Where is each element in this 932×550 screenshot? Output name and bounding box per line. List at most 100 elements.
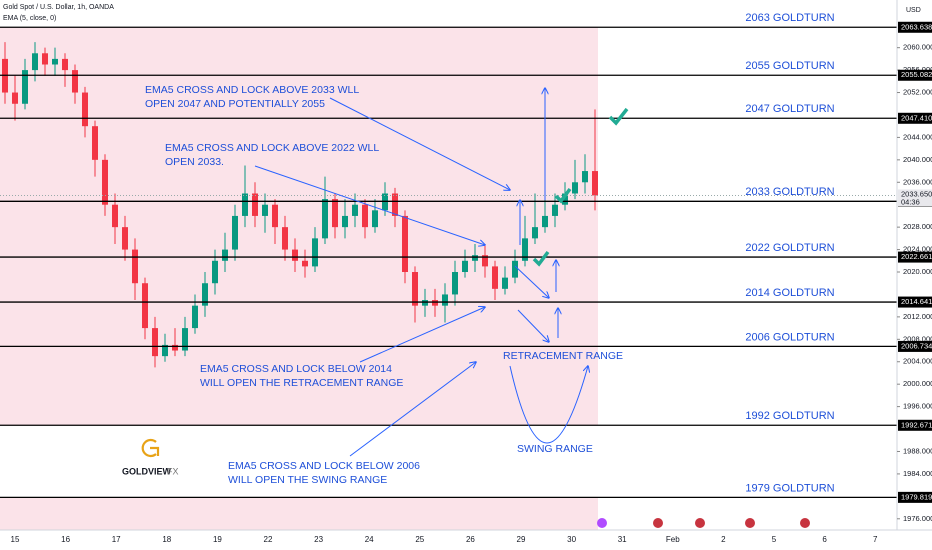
level-tag	[898, 340, 932, 352]
y-tick-label: 2060.000	[903, 43, 932, 52]
candle-body	[332, 199, 338, 228]
y-tick-label: 2052.000	[903, 88, 932, 97]
candle-body	[232, 215, 238, 250]
y-tick-label: 1976.000	[903, 514, 932, 523]
candle-body	[112, 204, 118, 228]
zone	[0, 27, 598, 426]
level-name: 2033 GOLDTURN	[745, 186, 834, 198]
candle-body	[212, 260, 218, 284]
candle-body	[362, 204, 368, 228]
annotation: OPEN 2033.	[165, 156, 224, 168]
x-tick-label: 5	[772, 535, 777, 544]
level-tag-label: 1992.671	[901, 420, 932, 429]
x-tick-label: 22	[264, 535, 273, 544]
candle-body	[352, 204, 358, 216]
event-icons	[597, 518, 810, 528]
y-tick-label: 2028.000	[903, 222, 932, 231]
y-tick-label: 2056.000	[903, 65, 932, 74]
levels	[0, 26, 897, 499]
candle-body	[402, 215, 408, 273]
x-tick-label: Feb	[666, 535, 680, 544]
candle-body	[512, 260, 518, 278]
candle-body	[52, 58, 58, 65]
candle-body	[152, 328, 158, 357]
level-tag-label: 2047.410	[901, 113, 932, 122]
x-tick-label: 31	[618, 535, 627, 544]
candle-body	[452, 272, 458, 295]
zone	[0, 497, 598, 530]
level-name: 1979 GOLDTURN	[745, 482, 834, 494]
x-tick-label: 25	[415, 535, 424, 544]
x-tick-label: 17	[112, 535, 121, 544]
annotation: WILL OPEN THE SWING RANGE	[228, 474, 387, 486]
level-name: 1992 GOLDTURN	[745, 410, 834, 422]
y-tick-label: 2024.000	[903, 245, 932, 254]
candle-body	[202, 283, 208, 306]
indicator-label: EMA (5, close, 0)	[3, 15, 56, 22]
y-tick-label: 2036.000	[903, 177, 932, 186]
candle-body	[162, 344, 168, 357]
logo-text: FX	[167, 466, 179, 476]
candle-body	[592, 171, 598, 196]
candle-body	[72, 70, 78, 93]
annotation: EMA5 CROSS AND LOCK ABOVE 2022 WLL	[165, 142, 379, 154]
level-tag-label: 2006.734	[901, 341, 932, 350]
countdown: 04:36	[901, 197, 920, 206]
annotation: EMA5 CROSS AND LOCK BELOW 2006	[228, 460, 420, 472]
level-name: 2063 GOLDTURN	[745, 12, 834, 24]
candle-body	[242, 193, 248, 216]
candle-body	[22, 70, 28, 104]
level-name: 2055 GOLDTURN	[745, 60, 834, 72]
arrows	[254, 88, 629, 457]
level-tag-label: 2014.641	[901, 297, 932, 306]
annotations: 2063 GOLDTURN 2055 GOLDTURN 2047 GOLDTURN 2…	[145, 12, 835, 494]
level-tag	[898, 419, 932, 431]
candle-body	[542, 215, 548, 228]
level-tag	[898, 251, 932, 263]
candle-body	[272, 204, 278, 228]
candle-body	[462, 260, 468, 273]
x-tick-label: 6	[822, 535, 827, 544]
background-zones	[0, 27, 598, 530]
candle-body	[132, 249, 138, 284]
candle-body	[192, 305, 198, 329]
level-tag-label: 2022.661	[901, 252, 932, 261]
level-tag	[898, 21, 932, 33]
symbol-title: Gold Spot / U.S. Dollar, 1h, OANDA	[3, 4, 114, 11]
level-name: 2006 GOLDTURN	[745, 331, 834, 343]
candle-body	[342, 215, 348, 228]
candle-body	[62, 58, 68, 71]
y-tick-label: 2040.000	[903, 155, 932, 164]
candle-body	[472, 255, 478, 261]
level-name: 2014 GOLDTURN	[745, 287, 834, 299]
y-tick-label: 1988.000	[903, 446, 932, 455]
level-tag-label: 2063.638	[901, 22, 932, 31]
candle-body	[392, 193, 398, 216]
axes: 1976.000 1984.000 1988.000 1996.000 2000.000…	[11, 21, 932, 544]
candle-body	[372, 210, 378, 228]
candle-body	[292, 249, 298, 261]
annotation: OPEN 2047 AND POTENTIALLY 2055	[145, 98, 325, 110]
x-tick-label: 7	[873, 535, 878, 544]
candle-body	[182, 328, 188, 351]
y-tick-label: 2044.000	[903, 132, 932, 141]
level-name: 2047 GOLDTURN	[745, 103, 834, 115]
candle-body	[482, 255, 488, 267]
level-tag-label: 2055.082	[901, 70, 932, 79]
candle-body	[82, 92, 88, 127]
candle-body	[222, 249, 228, 261]
candle-body	[582, 171, 588, 183]
candle-body	[522, 238, 528, 261]
candle-body	[572, 182, 578, 194]
candle-body	[322, 199, 328, 239]
candle-body	[32, 53, 38, 71]
candle-body	[442, 294, 448, 306]
x-tick-label: 19	[213, 535, 222, 544]
current-price-label: 2033.650	[901, 189, 932, 198]
level-tag-label: 1979.819	[901, 492, 932, 501]
candle-body	[552, 204, 558, 216]
x-tick-label: 30	[567, 535, 576, 544]
level-tag	[898, 112, 932, 124]
annotation: RETRACEMENT RANGE	[503, 350, 623, 362]
